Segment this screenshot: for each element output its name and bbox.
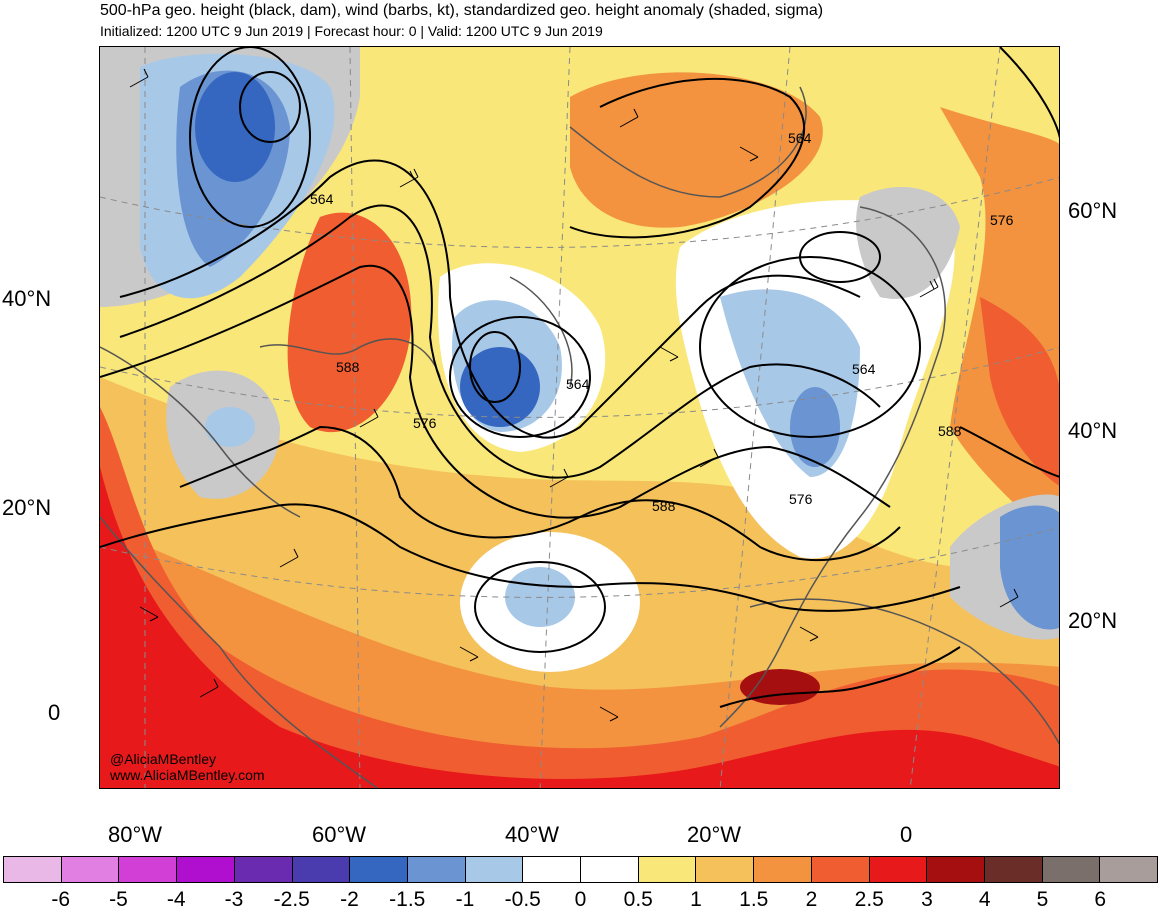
colorbar-swatch [869, 857, 928, 882]
anomaly-deep-red [100, 467, 1059, 788]
contour-label: 576 [413, 415, 437, 431]
colorbar [3, 856, 1158, 883]
colorbar-tick-label: 2.5 [854, 888, 884, 911]
lon-label: 40°W [505, 822, 560, 847]
contour-label: 588 [336, 359, 360, 375]
chart-subtitle: Initialized: 1200 UTC 9 Jun 2019 | Forec… [100, 23, 603, 39]
colorbar-swatch [1100, 857, 1158, 882]
colorbar-tick-label: 1.5 [739, 888, 769, 911]
watermark-url: www.AliciaMBentley.com [110, 767, 265, 783]
contour-label: 564 [852, 361, 876, 377]
colorbar-swatch [754, 857, 812, 882]
colorbar-swatch [177, 857, 235, 882]
colorbar-tick-label: 5 [1036, 888, 1049, 911]
lon-label: 80°W [108, 822, 163, 847]
lat-label-right: 40°N [1068, 418, 1118, 443]
colorbar-tick-label: -1 [455, 888, 475, 911]
colorbar-tick-label: 0 [574, 888, 587, 911]
colorbar-swatch [984, 857, 1043, 882]
colorbar-swatch [61, 857, 120, 882]
colorbar-tick-label: 6 [1094, 888, 1107, 911]
contour-label: 588 [652, 498, 676, 514]
colorbar-tick-label: 4 [978, 888, 991, 911]
anomaly-lightblue-gulf [205, 407, 255, 447]
lon-label: 20°W [687, 822, 742, 847]
colorbar-tick-label: -2.5 [273, 888, 310, 911]
colorbar-tick-label: -5 [109, 888, 128, 911]
colorbar-swatch [119, 857, 178, 882]
contour-label-group: 564 588 576 564 564 576 588 564 588 576 [310, 130, 1014, 514]
colorbar-swatch [4, 857, 62, 882]
colorbar-swatch [407, 857, 466, 882]
contour-label: 564 [566, 376, 590, 392]
contour-label: 564 [788, 130, 812, 146]
colorbar-swatch [292, 857, 351, 882]
lat-label-right: 60°N [1068, 198, 1118, 223]
lon-label: 0 [900, 822, 913, 847]
colorbar-swatch [350, 857, 408, 882]
colorbar-swatch [811, 857, 870, 882]
contour-label: 588 [938, 423, 962, 439]
weather-map: 564 588 576 564 564 576 588 564 588 576 … [99, 46, 1060, 789]
colorbar-tick-label: 3 [921, 888, 933, 911]
colorbar-tick-label: -1.5 [389, 888, 426, 911]
colorbar-tick-label: 1 [690, 888, 702, 911]
colorbar-swatch [523, 857, 582, 882]
colorbar-tick-label: -4 [166, 888, 186, 911]
colorbar-swatch [465, 857, 524, 882]
colorbar-tick-label: -2 [340, 888, 359, 911]
map-canvas: 564 588 576 564 564 576 588 564 588 576 [100, 47, 1059, 788]
chart-title: 500-hPa geo. height (black, dam), wind (… [100, 2, 824, 19]
anomaly-darkblue-nw [195, 72, 275, 182]
lat-label-left: 40°N [2, 286, 52, 311]
watermark-handle: @AliciaMBentley [110, 751, 217, 767]
anomaly-max-africa [740, 669, 820, 705]
lat-label-right: 20°N [1068, 608, 1118, 633]
contour-label: 576 [990, 212, 1014, 228]
colorbar-tick-label: -3 [224, 888, 244, 911]
colorbar-swatch [696, 857, 755, 882]
lat-label-left: 0 [48, 700, 61, 725]
colorbar-swatch [234, 857, 293, 882]
contour-label: 576 [789, 491, 813, 507]
colorbar-tick-label: -6 [51, 888, 71, 911]
wind-barbs [129, 68, 1019, 722]
lat-label-left: 20°N [2, 495, 52, 520]
height-contours [100, 47, 1059, 708]
colorbar-tick-label: 2 [805, 888, 818, 911]
graticule [100, 47, 1059, 788]
colorbar-swatch [1042, 857, 1101, 882]
anomaly-greenland [570, 72, 823, 228]
anomaly-europe-red [980, 297, 1059, 486]
anomaly-blue-europe [790, 387, 840, 467]
colorbar-swatch [581, 857, 639, 882]
colorbar-tick-label: -0.5 [504, 888, 541, 911]
colorbar-swatch [638, 857, 697, 882]
colorbar-tick-label: 0.5 [623, 888, 653, 911]
colorbar-swatch [927, 857, 985, 882]
contour-label: 564 [310, 191, 334, 207]
lon-label: 60°W [312, 822, 367, 847]
anomaly-grey-scand [856, 187, 960, 299]
